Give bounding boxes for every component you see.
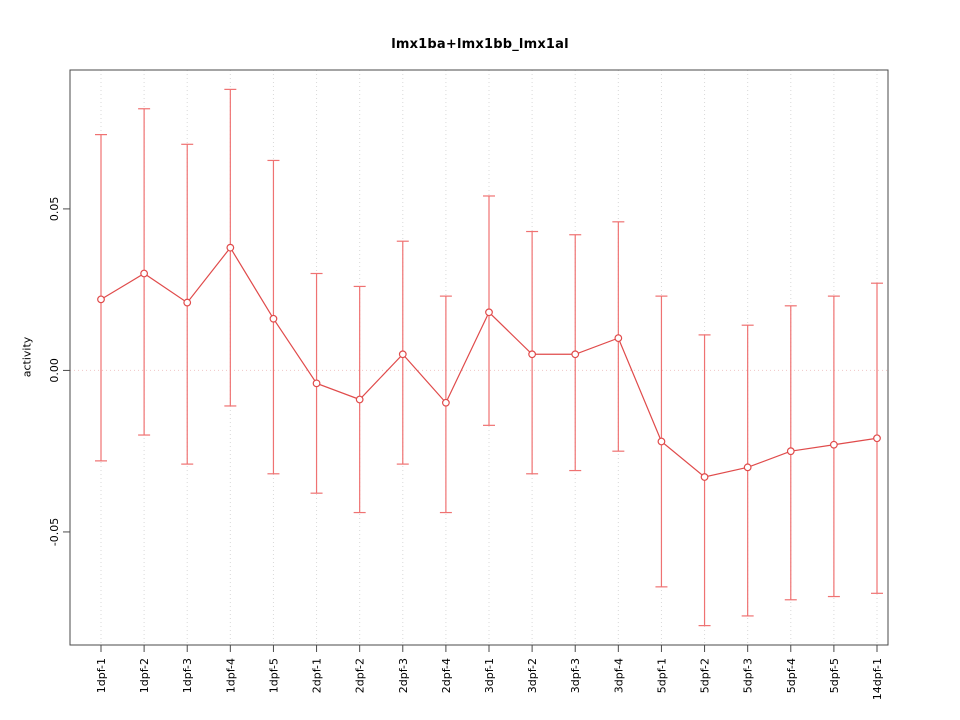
data-point [873,434,881,443]
data-point [571,350,580,359]
x-tick-label: 5dpf-1 [655,658,668,693]
x-tick-label: 5dpf-3 [742,658,755,693]
x-tick-label: 1dpf-5 [267,658,280,693]
data-point [398,350,407,359]
data-point [743,463,752,472]
data-point [528,350,537,359]
data-point [657,437,666,446]
x-tick-label: 1dpf-1 [95,658,108,693]
data-point [97,295,105,304]
x-tick-label: 5dpf-4 [785,658,798,693]
data-point [226,243,235,252]
x-tick-label: 5dpf-2 [699,658,712,693]
data-point [183,298,192,307]
data-point [614,334,623,343]
x-tick-label: 2dpf-4 [440,658,453,693]
y-tick-label: 0.05 [48,197,61,222]
plot-box [69,69,889,646]
data-point [140,269,149,278]
data-point [355,395,364,404]
x-tick-label: 14dpf-1 [871,658,884,700]
x-tick-label: 3dpf-3 [569,658,582,693]
x-tick-label: 1dpf-4 [224,658,237,693]
data-point [829,440,838,449]
x-tick-label: 1dpf-3 [181,658,194,693]
x-tick-label: 2dpf-2 [354,658,367,693]
x-tick-label: 3dpf-4 [612,658,625,693]
y-tick-label: -0.05 [48,518,61,546]
x-tick-label: 2dpf-1 [311,658,324,693]
data-point [786,447,795,456]
x-tick-label: 5dpf-5 [828,658,841,693]
data-point [312,379,321,388]
x-tick-label: 3dpf-1 [483,658,496,693]
x-tick-label: 2dpf-3 [397,658,410,693]
y-tick-label: 0.00 [48,358,61,383]
data-point [441,398,450,407]
chart-title: lmx1ba+lmx1bb_lmx1al [391,37,569,52]
data-point [485,308,493,317]
x-tick-label: 1dpf-2 [138,658,151,693]
x-tick-label: 3dpf-2 [526,658,539,693]
data-point [269,314,278,323]
data-point [700,473,709,481]
